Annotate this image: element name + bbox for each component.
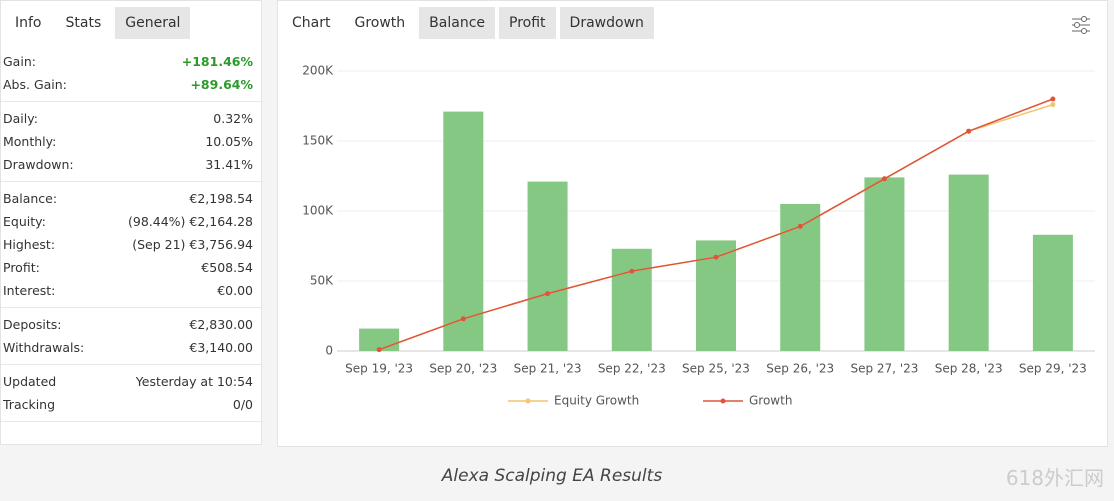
y-tick-label: 100K [302, 204, 334, 218]
info-group: Gain: +181.46% Abs. Gain: +89.64% [1, 45, 261, 102]
x-tick-label: Sep 21, '23 [514, 362, 582, 376]
bar [948, 174, 989, 351]
info-label: Withdrawals: [3, 340, 85, 355]
legend-dot [525, 398, 531, 404]
caption: Alexa Scalping EA Results [441, 466, 663, 486]
series-point [629, 268, 635, 274]
bar [1032, 234, 1073, 351]
x-tick-label: Sep 20, '23 [429, 362, 497, 376]
info-label: Abs. Gain: [3, 77, 67, 92]
info-label: Highest: [3, 237, 56, 252]
info-label: Profit: [3, 260, 40, 275]
bar [443, 111, 484, 351]
info-value: (98.44%) €2,164.28 [127, 214, 253, 229]
info-row: Tracking 0/0 [1, 393, 261, 416]
info-value: €0.00 [217, 283, 253, 298]
chart-panel: Chart Growth Balance Profit Drawdown 0 50K 100… [277, 0, 1108, 447]
info-row: Withdrawals: €3,140.00 [1, 336, 261, 359]
info-row: Updated Yesterday at 10:54 [1, 370, 261, 393]
info-value: €2,198.54 [189, 191, 253, 206]
info-label: Drawdown: [3, 157, 74, 172]
info-value: Yesterday at 10:54 [135, 374, 253, 389]
tab[interactable]: Stats [65, 15, 102, 31]
info-value: €508.54 [201, 260, 253, 275]
series-point [545, 291, 551, 297]
bar [864, 177, 905, 351]
info-group: Updated Yesterday at 10:54 Tracking 0/0 [1, 365, 261, 422]
tab[interactable]: Info [15, 15, 42, 31]
series-point [966, 128, 972, 134]
series-point [1050, 96, 1056, 102]
tab[interactable]: Profit [499, 7, 556, 39]
x-tick-label: Sep 27, '23 [850, 362, 918, 376]
legend-dot [720, 398, 726, 404]
y-tick-label: 50K [310, 274, 334, 288]
series-point [1050, 102, 1056, 108]
chart: 0 50K 100K 150K 200K Sep 19, '23 Sep 20, '23 Se… [302, 64, 1095, 408]
y-tick-label: 150K [302, 134, 334, 148]
bar [611, 248, 652, 351]
info-row: Interest: €0.00 [1, 279, 261, 302]
series-point [797, 223, 803, 229]
info-label: Daily: [3, 111, 38, 126]
chart-tabs: Chart Growth Balance Profit Drawdown [278, 1, 1107, 45]
info-row: Deposits: €2,830.00 [1, 313, 261, 336]
info-value: (Sep 21) €3,756.94 [132, 237, 253, 252]
info-row: Abs. Gain: +89.64% [1, 73, 261, 96]
info-value: €2,830.00 [189, 317, 253, 332]
info-row: Daily: 0.32% [1, 107, 261, 130]
info-group: Balance: €2,198.54 Equity: (98.44%) €2,164.… [1, 182, 261, 308]
y-tick-label: 200K [302, 64, 334, 78]
x-tick-label: Sep 25, '23 [682, 362, 750, 376]
series-point [713, 254, 719, 260]
x-tick-label: Sep 26, '23 [766, 362, 834, 376]
info-row: Drawdown: 31.41% [1, 153, 261, 176]
legend-label: Equity Growth [554, 394, 639, 408]
info-value: 0.32% [213, 111, 253, 126]
x-tick-label: Sep 19, '23 [345, 362, 413, 376]
watermark: 618外汇网 [1005, 466, 1104, 490]
info-row: Profit: €508.54 [1, 256, 261, 279]
info-value: 0/0 [232, 397, 253, 412]
settings-icon[interactable] [1069, 13, 1093, 37]
info-list: Gain: +181.46% Abs. Gain: +89.64% Daily: 0.32… [1, 45, 261, 422]
x-tick-label: Sep 22, '23 [598, 362, 666, 376]
info-label: Deposits: [3, 317, 62, 332]
info-label: Equity: [3, 214, 46, 229]
series-point [376, 347, 382, 353]
info-value: €3,140.00 [189, 340, 253, 355]
info-value: 10.05% [205, 134, 253, 149]
info-label: Gain: [3, 54, 36, 69]
info-group: Daily: 0.32% Monthly: 10.05% Drawdown: 31.41% [1, 102, 261, 182]
x-tick-label: Sep 28, '23 [935, 362, 1003, 376]
info-label: Balance: [3, 191, 58, 206]
info-value: 31.41% [205, 157, 253, 172]
info-value: +181.46% [181, 54, 253, 69]
series-point [460, 316, 466, 322]
tab[interactable]: Drawdown [559, 7, 654, 39]
info-label: Interest: [3, 283, 56, 298]
bar [527, 181, 568, 351]
tab[interactable]: Balance [419, 7, 496, 39]
info-row: Gain: +181.46% [1, 50, 261, 73]
y-tick-label: 0 [325, 344, 333, 358]
tab[interactable]: Growth [354, 15, 406, 31]
info-value: +89.64% [190, 77, 253, 92]
info-label: Monthly: [3, 134, 57, 149]
series-point [881, 176, 887, 182]
tab[interactable]: Chart [292, 15, 331, 31]
info-row: Balance: €2,198.54 [1, 187, 261, 210]
legend-label: Growth [749, 394, 792, 408]
info-panel: Info Stats General Gain: +181.46% Abs. Gain:… [0, 0, 262, 445]
x-tick-label: Sep 29, '23 [1019, 362, 1087, 376]
info-row: Equity: (98.44%) €2,164.28 [1, 210, 261, 233]
info-row: Monthly: 10.05% [1, 130, 261, 153]
info-row: Highest: (Sep 21) €3,756.94 [1, 233, 261, 256]
tab[interactable]: General [115, 7, 191, 39]
info-label: Tracking [3, 397, 56, 412]
info-group: Deposits: €2,830.00 Withdrawals: €3,140.00 [1, 308, 261, 365]
info-label: Updated [3, 374, 57, 389]
info-tabs: Info Stats General [1, 1, 261, 45]
